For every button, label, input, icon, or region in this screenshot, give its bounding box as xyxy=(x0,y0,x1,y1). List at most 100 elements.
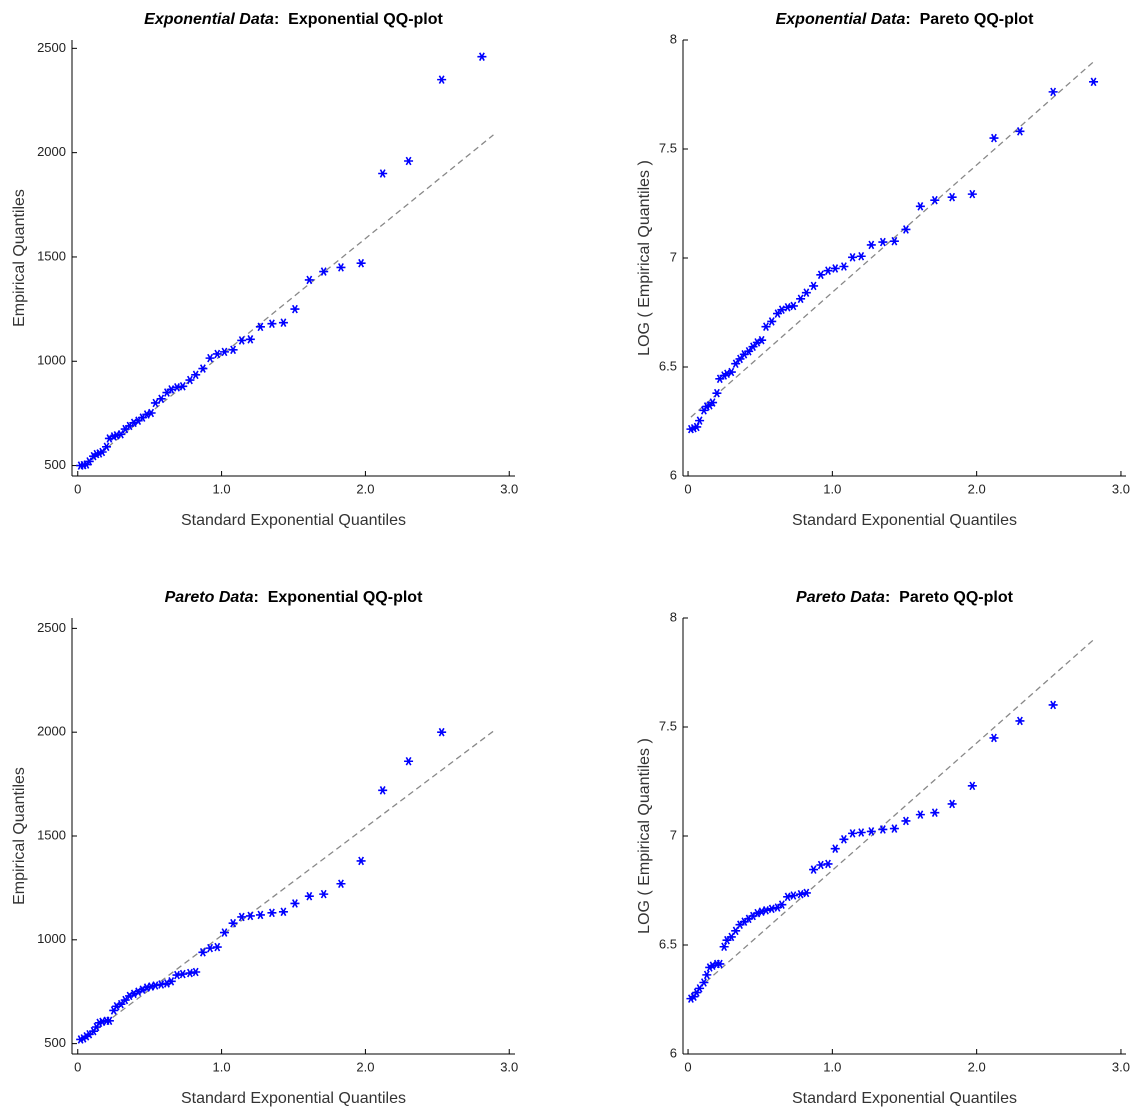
y-tick-label: 2500 xyxy=(37,620,66,635)
point xyxy=(848,829,858,838)
point xyxy=(104,1016,114,1026)
point xyxy=(719,942,729,952)
x-tick-label: 3.0 xyxy=(500,1059,518,1074)
point xyxy=(378,169,388,178)
point xyxy=(191,370,201,380)
point xyxy=(198,947,208,957)
point xyxy=(404,156,414,166)
point xyxy=(699,978,709,987)
point xyxy=(816,860,826,870)
x-tick-label: 2.0 xyxy=(356,1059,374,1074)
point xyxy=(172,970,182,980)
x-tick-label: 1.0 xyxy=(823,481,841,496)
point xyxy=(930,195,940,205)
point xyxy=(278,318,288,327)
point xyxy=(809,865,819,874)
point xyxy=(356,258,366,268)
x-tick-label: 2.0 xyxy=(968,481,986,496)
y-tick-label: 8 xyxy=(670,31,677,46)
x-axis-label: Standard Exponential Quantiles xyxy=(181,1090,406,1107)
y-axis-label: LOG ( Empirical Quantiles ) xyxy=(636,160,653,356)
point xyxy=(856,828,866,837)
x-tick-label: 3.0 xyxy=(1112,1059,1130,1074)
point xyxy=(219,347,229,357)
point xyxy=(761,906,771,915)
point xyxy=(830,264,840,273)
point xyxy=(212,942,222,952)
point xyxy=(947,192,957,202)
point xyxy=(767,904,777,914)
point xyxy=(304,891,314,901)
y-tick-label: 6.5 xyxy=(659,358,677,373)
x-tick-label: 3.0 xyxy=(500,481,518,496)
point xyxy=(245,911,255,921)
point xyxy=(915,202,925,211)
y-tick-label: 8 xyxy=(670,609,677,624)
reference-line xyxy=(690,61,1094,418)
y-tick-label: 1000 xyxy=(37,353,66,368)
y-tick-label: 6.5 xyxy=(659,936,677,951)
point xyxy=(889,824,899,833)
point xyxy=(823,859,833,869)
point xyxy=(1048,700,1058,710)
point xyxy=(773,309,783,318)
point xyxy=(967,781,977,791)
point xyxy=(878,825,888,834)
point xyxy=(744,347,754,356)
point xyxy=(989,133,999,143)
point xyxy=(267,908,277,918)
point xyxy=(156,980,166,989)
y-tick-label: 2500 xyxy=(37,40,66,55)
y-tick-label: 2000 xyxy=(37,724,66,739)
point xyxy=(856,251,866,261)
point xyxy=(715,959,725,969)
subplot: Pareto Data: Exponential QQ-plot Standard… xyxy=(11,589,518,1107)
x-tick-label: 0 xyxy=(74,1059,81,1074)
title-part: : Exponential QQ-plot xyxy=(254,589,424,606)
point xyxy=(116,999,126,1009)
point xyxy=(967,189,977,199)
point xyxy=(172,383,182,392)
y-tick-label: 1500 xyxy=(37,827,66,842)
x-tick-label: 1.0 xyxy=(213,1059,231,1074)
point xyxy=(930,808,940,817)
title-part: : Pareto QQ-plot xyxy=(885,589,1014,606)
x-axis-label: Standard Exponential Quantiles xyxy=(792,1090,1017,1107)
point xyxy=(757,335,767,345)
point xyxy=(783,302,793,312)
point xyxy=(356,856,366,866)
point xyxy=(761,322,771,331)
point xyxy=(178,381,188,391)
y-tick-label: 7 xyxy=(670,249,677,264)
point xyxy=(245,335,255,344)
y-axis-label: Empirical Quantiles xyxy=(11,189,28,327)
point xyxy=(150,398,160,408)
point xyxy=(255,322,265,332)
subplot: Exponential Data: Exponential QQ-plot Sta… xyxy=(11,11,518,529)
point xyxy=(116,429,126,439)
point xyxy=(237,336,247,345)
title-part: Exponential Data xyxy=(776,11,906,28)
point xyxy=(748,342,758,352)
x-tick-label: 2.0 xyxy=(356,481,374,496)
point xyxy=(695,416,705,425)
x-tick-label: 3.0 xyxy=(1112,481,1130,496)
point xyxy=(102,442,112,452)
x-tick-label: 0 xyxy=(684,1059,691,1074)
point xyxy=(1015,716,1025,726)
point xyxy=(290,304,300,314)
point xyxy=(839,834,849,844)
point xyxy=(437,75,447,84)
point xyxy=(228,918,238,928)
y-tick-label: 6 xyxy=(670,467,677,482)
point xyxy=(404,756,414,766)
point xyxy=(477,52,487,61)
point xyxy=(1048,87,1058,97)
point xyxy=(702,970,712,980)
point xyxy=(889,236,899,246)
point xyxy=(1089,77,1099,87)
x-axis-label: Standard Exponential Quantiles xyxy=(792,512,1017,529)
point xyxy=(809,281,819,291)
point xyxy=(1015,127,1025,136)
